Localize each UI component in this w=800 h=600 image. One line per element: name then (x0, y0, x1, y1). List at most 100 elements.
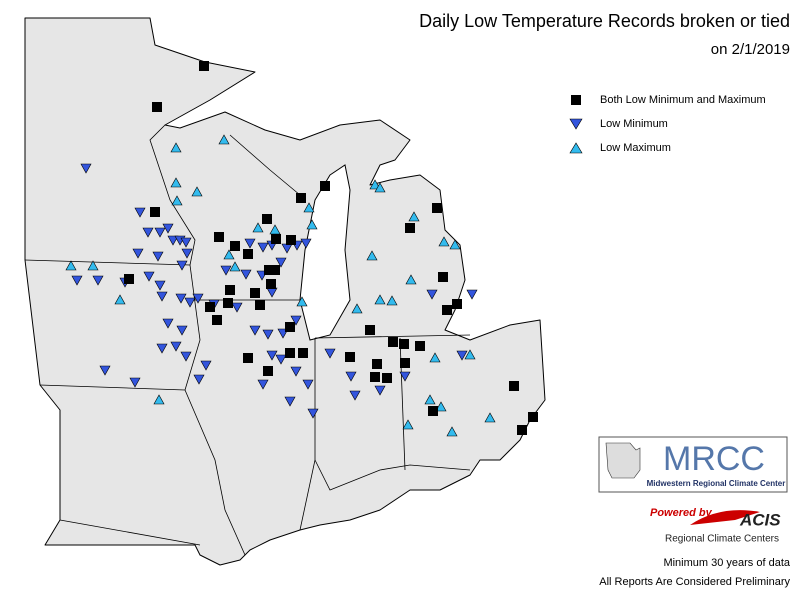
low-minimum-marker (456, 350, 468, 361)
legend-symbol (569, 142, 583, 154)
low-minimum-marker (249, 325, 261, 336)
low-minimum-marker (132, 248, 144, 259)
low-minimum-marker (307, 408, 319, 419)
low-minimum-marker (80, 163, 92, 174)
both-records-marker (399, 339, 409, 349)
both-records-marker (225, 285, 235, 295)
low-minimum-marker (156, 343, 168, 354)
both-records-marker (230, 241, 240, 251)
low-maximum-marker (424, 394, 436, 405)
low-maximum-marker (408, 211, 420, 222)
low-maximum-marker (429, 352, 441, 363)
low-minimum-marker (192, 293, 204, 304)
map-date: on 2/1/2019 (711, 41, 790, 58)
low-minimum-marker (152, 251, 164, 262)
low-minimum-marker (181, 248, 193, 259)
both-records-marker (509, 381, 519, 391)
low-minimum-marker (143, 271, 155, 282)
both-records-marker (150, 207, 160, 217)
low-minimum-marker (275, 257, 287, 268)
state-border (229, 134, 301, 196)
both-records-marker (205, 302, 215, 312)
map-title: Daily Low Temperature Records broken or … (419, 11, 790, 31)
state-border (39, 384, 186, 391)
both-records-marker (296, 193, 306, 203)
low-minimum-marker (175, 293, 187, 304)
low-maximum-marker (218, 134, 230, 145)
legend-label: Both Low Minimum and Maximum (600, 94, 766, 106)
footer-note: Minimum 30 years of data (663, 557, 790, 569)
low-minimum-marker (466, 289, 478, 300)
state-border (314, 459, 471, 491)
low-maximum-marker (464, 349, 476, 360)
low-maximum-marker (191, 186, 203, 197)
low-maximum-marker (252, 222, 264, 233)
acis-powered-by: Powered by (650, 507, 713, 519)
low-maximum-marker (366, 250, 378, 261)
both-records-marker (345, 352, 355, 362)
state-border (314, 334, 471, 339)
both-records-marker (264, 265, 274, 275)
logo-subtitle: Midwestern Regional Climate Center (647, 479, 786, 488)
both-records-marker (442, 305, 452, 315)
both-records-marker (388, 337, 398, 347)
low-minimum-marker (257, 242, 269, 253)
low-minimum-marker (374, 385, 386, 396)
low-minimum-marker (302, 379, 314, 390)
legend-label: Low Maximum (600, 142, 671, 154)
both-records-marker (285, 322, 295, 332)
low-maximum-marker (449, 239, 461, 250)
low-minimum-marker (220, 265, 232, 276)
low-minimum-marker (349, 390, 361, 401)
low-maximum-marker (484, 412, 496, 423)
acis-subtitle: Regional Climate Centers (665, 534, 779, 545)
both-records-marker (320, 181, 330, 191)
low-minimum-marker (162, 318, 174, 329)
mrcc-logo: MRCC Midwestern Regional Climate Center (598, 436, 788, 493)
low-minimum-marker (180, 237, 192, 248)
both-records-marker (262, 214, 272, 224)
both-records-marker (263, 366, 273, 376)
low-maximum-marker (446, 426, 458, 437)
low-minimum-marker (345, 371, 357, 382)
state-border (59, 519, 201, 546)
low-maximum-marker (171, 195, 183, 206)
acis-swoosh (690, 510, 760, 525)
state-border (24, 259, 191, 266)
logo-map-icon (605, 442, 641, 479)
both-records-marker (400, 358, 410, 368)
low-minimum-marker (266, 350, 278, 361)
low-maximum-marker (306, 219, 318, 230)
both-records-marker (124, 274, 134, 284)
low-maximum-marker (114, 294, 126, 305)
low-minimum-marker (231, 302, 243, 313)
acis-logo: Powered by ACIS Regional Climate Centers (650, 507, 781, 545)
both-records-marker (438, 272, 448, 282)
low-minimum-marker (99, 365, 111, 376)
low-maximum-marker (438, 236, 450, 247)
low-minimum-marker (200, 360, 212, 371)
both-records-marker (428, 406, 438, 416)
both-records-marker (243, 249, 253, 259)
low-maximum-marker (402, 419, 414, 430)
both-records-marker (223, 298, 233, 308)
both-records-marker (199, 61, 209, 71)
both-records-marker (250, 288, 260, 298)
both-records-marker (298, 348, 308, 358)
low-minimum-marker (284, 396, 296, 407)
both-records-marker (285, 348, 295, 358)
low-maximum-marker (296, 296, 308, 307)
low-minimum-marker (142, 227, 154, 238)
both-records-marker (382, 373, 392, 383)
low-minimum-marker (300, 238, 312, 249)
both-records-marker (405, 223, 415, 233)
low-maximum-marker (386, 295, 398, 306)
both-records-marker (152, 102, 162, 112)
both-records-marker (528, 412, 538, 422)
low-maximum-marker (374, 294, 386, 305)
both-records-marker (266, 279, 276, 289)
low-minimum-marker (154, 227, 166, 238)
low-minimum-marker (184, 297, 196, 308)
low-minimum-marker (193, 374, 205, 385)
low-minimum-marker (170, 341, 182, 352)
